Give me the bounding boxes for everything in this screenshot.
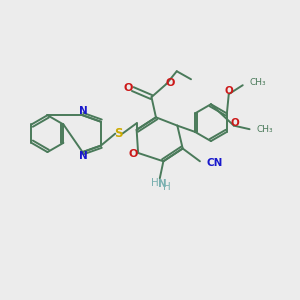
Text: N: N bbox=[158, 179, 166, 189]
Text: O: O bbox=[231, 118, 240, 128]
Text: S: S bbox=[115, 127, 123, 140]
Text: CH₃: CH₃ bbox=[256, 125, 273, 134]
Text: H: H bbox=[164, 182, 171, 192]
Text: O: O bbox=[128, 149, 137, 160]
Text: CH₃: CH₃ bbox=[249, 78, 266, 87]
Text: H: H bbox=[151, 178, 159, 188]
Text: N: N bbox=[79, 151, 88, 161]
Text: N: N bbox=[79, 106, 88, 116]
Text: O: O bbox=[124, 83, 133, 93]
Text: CN: CN bbox=[206, 158, 223, 168]
Text: O: O bbox=[166, 77, 175, 88]
Text: O: O bbox=[224, 85, 233, 96]
